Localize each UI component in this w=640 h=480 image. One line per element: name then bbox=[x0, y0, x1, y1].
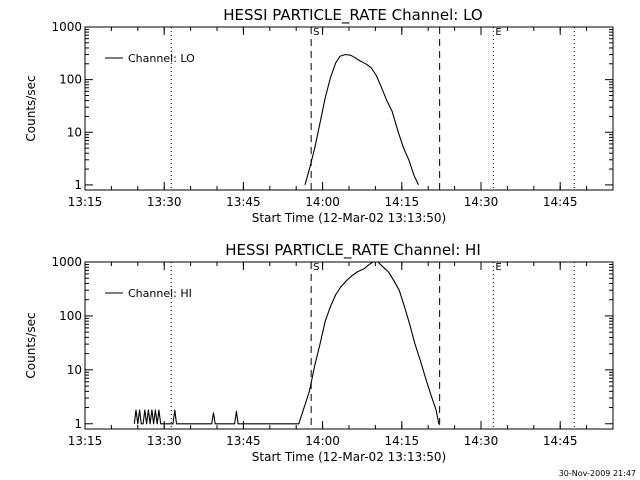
x-tick-label: 13:15 bbox=[68, 195, 103, 209]
x-tick-label: 14:00 bbox=[305, 195, 340, 209]
x-tick-label: 14:00 bbox=[305, 434, 340, 448]
marker-label: S bbox=[313, 262, 319, 273]
y-axis-label: Counts/sec bbox=[24, 75, 38, 141]
series-line-channel-lo bbox=[304, 53, 419, 186]
x-tick-label: 14:45 bbox=[543, 434, 578, 448]
x-tick-label: 14:15 bbox=[385, 434, 420, 448]
y-tick-label: 10 bbox=[67, 125, 82, 139]
y-tick-label: 1000 bbox=[51, 20, 82, 34]
chart-title: HESSI PARTICLE_RATE Channel: HI bbox=[225, 241, 481, 260]
y-axis-label: Counts/sec bbox=[24, 312, 38, 378]
x-tick-label: 14:30 bbox=[464, 195, 499, 209]
x-tick-label: 13:45 bbox=[226, 434, 261, 448]
y-tick-label: 1 bbox=[74, 417, 82, 431]
x-tick-label: 13:15 bbox=[68, 434, 103, 448]
y-tick-label: 1 bbox=[74, 178, 82, 192]
legend-label: Channel: HI bbox=[128, 287, 192, 300]
x-tick-label: 14:15 bbox=[385, 195, 420, 209]
marker-label: E bbox=[495, 262, 501, 273]
x-tick-label: 13:30 bbox=[147, 434, 182, 448]
legend-label: Channel: LO bbox=[128, 52, 195, 65]
y-tick-label: 100 bbox=[59, 73, 82, 87]
chart-panel-2: HESSI PARTICLE_RATE Channel: HI S E 13:15 13… bbox=[24, 241, 614, 464]
x-tick-label: 13:45 bbox=[226, 195, 261, 209]
footer-timestamp: 30-Nov-2009 21:47 bbox=[559, 469, 636, 478]
y-tick-label: 10 bbox=[67, 363, 82, 377]
x-axis-label: Start Time (12-Mar-02 13:13:50) bbox=[252, 211, 446, 225]
x-tick-label: 14:45 bbox=[543, 195, 578, 209]
x-axis-label: Start Time (12-Mar-02 13:13:50) bbox=[252, 450, 446, 464]
x-tick-label: 13:30 bbox=[147, 195, 182, 209]
marker-label: S bbox=[313, 27, 319, 38]
chart-title: HESSI PARTICLE_RATE Channel: LO bbox=[223, 6, 482, 25]
marker-label: E bbox=[495, 27, 501, 38]
x-tick-label: 14:30 bbox=[464, 434, 499, 448]
y-tick-label: 1000 bbox=[51, 255, 82, 269]
chart-panel-1: HESSI PARTICLE_RATE Channel: LO S E 13:15 13… bbox=[24, 6, 614, 225]
y-tick-label: 100 bbox=[59, 309, 82, 323]
series-line-channel-hi bbox=[133, 261, 440, 425]
